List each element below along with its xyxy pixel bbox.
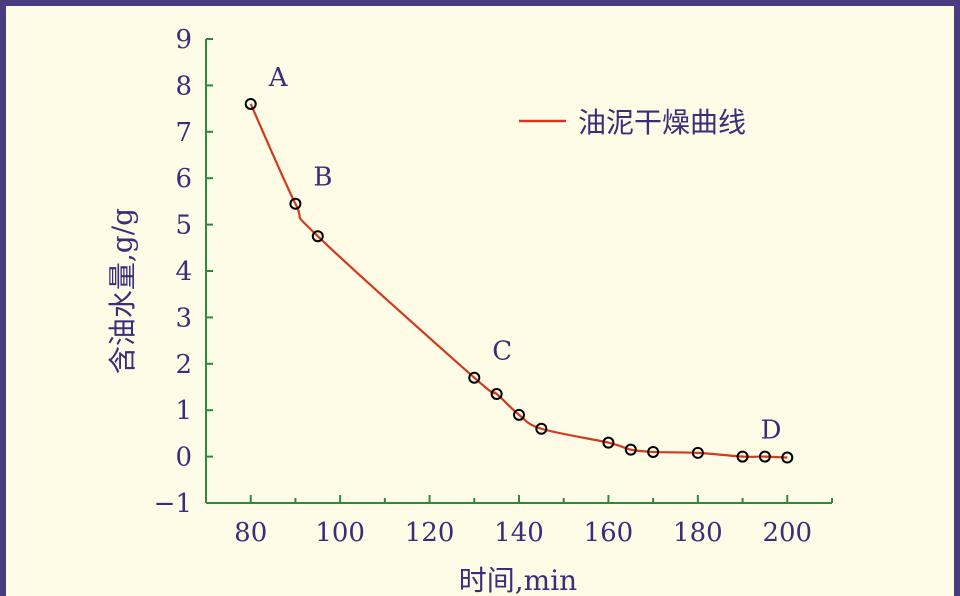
y-tick-label: 5 [175, 211, 192, 241]
x-tick-label: 160 [584, 518, 634, 548]
data-point [490, 387, 503, 400]
data-point [758, 450, 771, 463]
data-point [311, 230, 324, 243]
point-label-b: B [313, 163, 332, 193]
data-point [691, 446, 704, 459]
y-tick-label: 4 [175, 257, 192, 287]
x-tick-label: 140 [494, 518, 544, 548]
legend: 油泥干燥曲线 [519, 106, 746, 139]
data-points [244, 97, 794, 464]
x-tick-label: 120 [405, 518, 455, 548]
y-tick-label: 7 [175, 118, 192, 148]
x-tick-label: 80 [234, 518, 267, 548]
data-point [289, 197, 302, 210]
data-point [602, 436, 615, 449]
data-point [468, 371, 481, 384]
y-tick-label: 2 [175, 350, 192, 380]
y-tick-label: 1 [175, 396, 192, 426]
y-tick-label: 3 [175, 303, 192, 333]
point-label-c: C [492, 337, 512, 367]
data-point [513, 408, 525, 421]
x-ticks: 80 100 120 140 160 180 200 [234, 495, 833, 548]
data-point [736, 450, 749, 463]
y-axis-title: 含油水量,g/g [106, 208, 139, 374]
y-tick-label: 0 [175, 443, 192, 473]
legend-label: 油泥干燥曲线 [578, 106, 746, 139]
data-point [244, 97, 257, 110]
y-tick-label: −1 [154, 489, 192, 519]
y-ticks: −1 0 1 2 3 4 5 6 7 8 9 [154, 25, 213, 519]
data-point [624, 443, 637, 456]
drying-curve-chart: −1 0 1 2 3 4 5 6 7 8 9 80 100 120 140 160 180 200 A B C D 时… [106, 25, 833, 596]
x-axis-title: 时间,min [459, 564, 577, 596]
point-labels: A B C D [268, 63, 782, 446]
data-point [535, 422, 548, 435]
x-tick-label: 200 [762, 518, 812, 548]
data-point [647, 445, 660, 458]
x-tick-label: 100 [315, 518, 365, 548]
point-label-a: A [268, 63, 289, 93]
y-tick-label: 9 [175, 25, 192, 55]
y-tick-label: 8 [175, 71, 192, 101]
data-point [781, 451, 794, 464]
series-line [249, 103, 788, 459]
x-tick-label: 180 [673, 518, 723, 548]
y-tick-label: 6 [175, 164, 192, 194]
point-label-d: D [761, 416, 782, 446]
